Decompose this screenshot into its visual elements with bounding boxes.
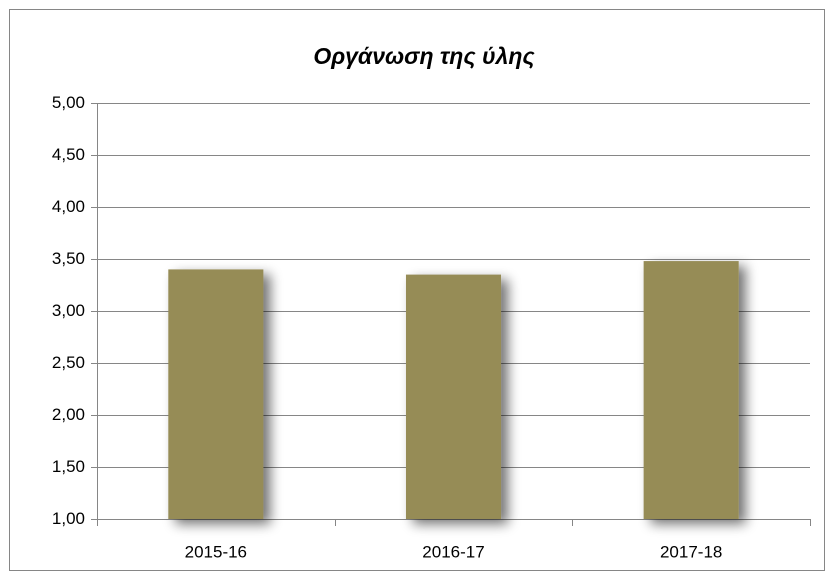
y-tick-label: 3,50: [52, 249, 85, 268]
x-tick-label: 2015-16: [185, 542, 247, 561]
y-tick-label: 2,00: [52, 405, 85, 424]
y-tick-label: 5,00: [52, 93, 85, 112]
y-tick-label: 1,50: [52, 457, 85, 476]
bar: [168, 269, 264, 519]
bar: [405, 274, 502, 519]
bar: [643, 261, 739, 519]
y-tick-label: 3,00: [52, 301, 85, 320]
chart-title: Οργάνωση της ύλης: [313, 43, 535, 69]
y-tick-label: 2,50: [52, 353, 85, 372]
y-tick-label: 4,00: [52, 197, 85, 216]
x-tick-label: 2017-18: [660, 542, 722, 561]
x-tick-label: 2016-17: [422, 542, 484, 561]
y-tick-label: 4,50: [52, 145, 85, 164]
y-tick-label: 1,00: [52, 509, 85, 528]
